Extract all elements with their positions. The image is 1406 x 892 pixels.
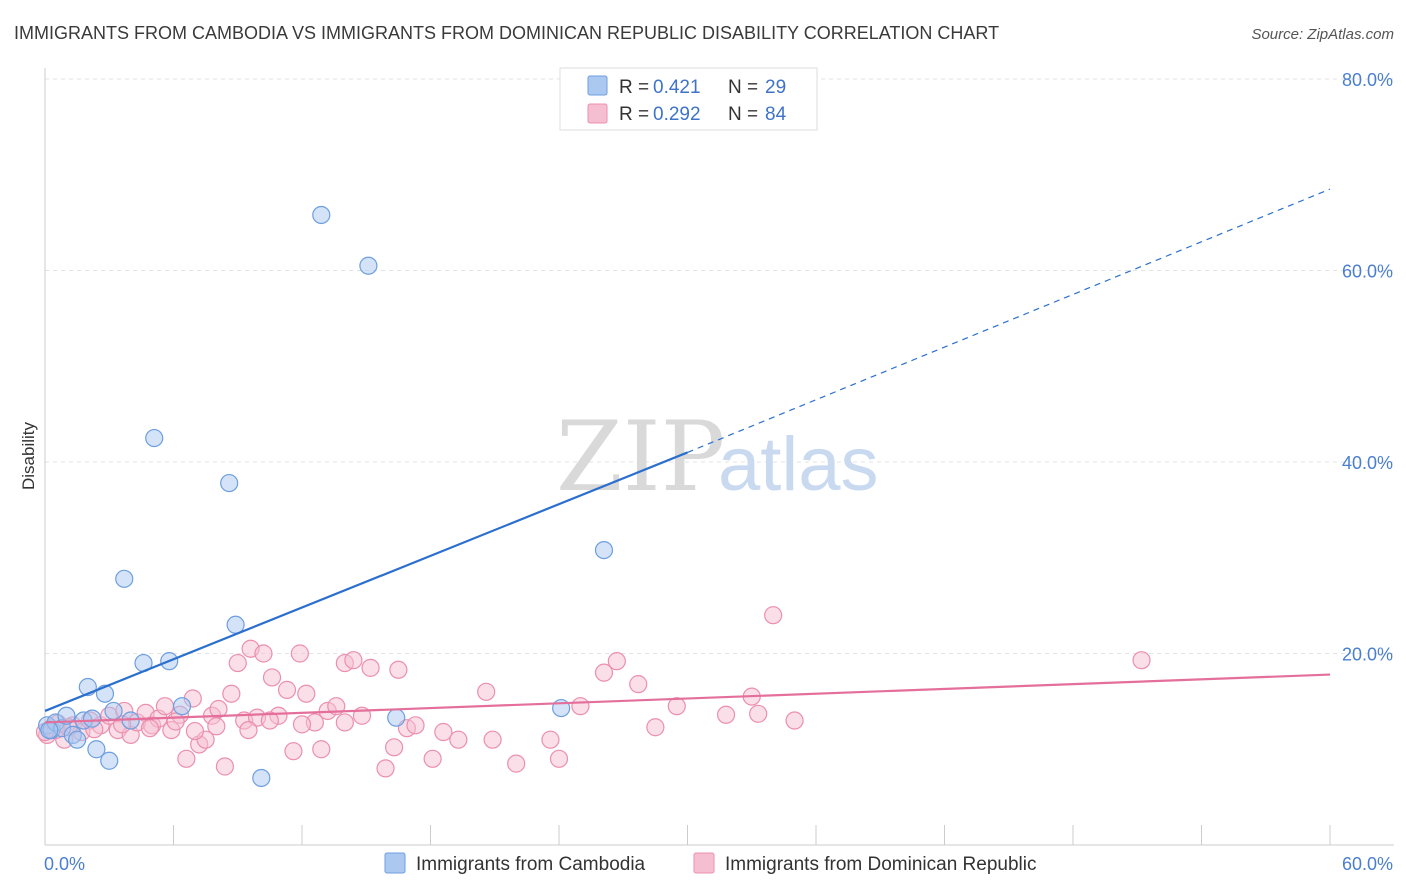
bottom-legend: Immigrants from Cambodia Immigrants from… (384, 852, 1037, 875)
y-tick-label: 20.0% (1342, 645, 1393, 665)
data-point-blue (312, 205, 331, 225)
watermark: ZIP atlas (556, 401, 879, 513)
data-point-pink (549, 749, 569, 768)
data-point-pink (290, 644, 309, 663)
data-point-pink (749, 704, 768, 723)
data-point-pink (507, 754, 526, 773)
legend: R = 0.421 N = 29 R = 0.292 N = 84 (559, 67, 818, 131)
legend-r-value: 0.421 (653, 77, 701, 98)
chart-title: IMMIGRANTS FROM CAMBODIA VS IMMIGRANTS F… (14, 23, 999, 43)
data-point-blue (100, 751, 119, 770)
data-point-pink (594, 663, 614, 682)
data-point-blue (359, 256, 378, 275)
data-point-blue (57, 706, 76, 725)
trend-lines (44, 188, 1331, 724)
bottom-legend-label-dominican: Immigrants from Dominican Republic (725, 854, 1037, 875)
data-point-pink (607, 652, 626, 671)
data-point-pink (423, 749, 442, 768)
y-tick-label: 80.0% (1342, 70, 1393, 90)
legend-swatch-pink (587, 103, 608, 124)
trend-line-blue-dashed (687, 188, 1331, 453)
data-point-pink (207, 717, 226, 736)
bottom-legend-label-cambodia: Immigrants from Cambodia (416, 854, 646, 875)
data-point-blue (172, 697, 192, 716)
data-point-pink (785, 711, 804, 730)
legend-n-value: 29 (765, 77, 786, 98)
data-point-pink (764, 606, 783, 625)
y-tick-label: 40.0% (1342, 453, 1393, 473)
data-point-pink (140, 719, 160, 738)
data-point-pink (361, 658, 380, 677)
legend-r-label: R = (619, 77, 649, 98)
x-tick-label: 0.0% (44, 854, 85, 874)
data-point-blue (40, 720, 59, 740)
data-point-pink (312, 740, 331, 759)
tick-labels: 20.0% 40.0% 60.0% 80.0% 0.0% 60.0% (44, 70, 1393, 874)
data-point-pink (541, 730, 560, 749)
grid (45, 78, 1394, 654)
trend-line-blue (44, 451, 688, 712)
data-point-blue (83, 709, 102, 728)
data-point-pink (155, 697, 175, 716)
data-point-pink (335, 713, 354, 732)
legend-n-label: N = (728, 77, 758, 98)
series-pink-points (35, 606, 1151, 778)
data-point-blue (387, 708, 406, 727)
legend-n-value: 84 (765, 104, 787, 125)
x-tick-label: 60.0% (1342, 854, 1393, 874)
bottom-legend-swatch-pink (693, 852, 715, 874)
data-point-pink (434, 722, 453, 742)
data-point-blue (252, 768, 271, 788)
data-point-blue (145, 428, 164, 448)
data-point-blue (104, 701, 123, 721)
legend-swatch-blue (587, 75, 608, 96)
axes (44, 68, 1394, 846)
y-tick-label: 60.0% (1342, 262, 1393, 282)
data-point-blue (115, 569, 134, 588)
data-point-pink (239, 720, 258, 740)
data-point-pink (449, 730, 468, 749)
y-axis-label: Disability (19, 421, 38, 490)
legend-n-label: N = (728, 104, 758, 125)
data-point-blue (68, 730, 87, 749)
trend-line-pink (44, 673, 1331, 724)
bottom-legend-swatch-blue (384, 852, 406, 874)
data-point-pink (716, 705, 736, 724)
data-point-blue (594, 540, 614, 560)
data-point-pink (389, 660, 408, 679)
data-point-pink (185, 721, 205, 741)
data-point-pink (215, 757, 234, 776)
data-point-pink (384, 738, 404, 757)
data-point-pink (292, 715, 312, 734)
watermark-atlas: atlas (718, 422, 879, 507)
data-point-pink (477, 682, 496, 701)
data-point-pink (222, 684, 241, 703)
data-point-pink (262, 668, 282, 687)
data-point-pink (297, 684, 316, 703)
data-point-pink (254, 644, 273, 663)
data-point-pink (260, 711, 279, 730)
data-point-pink (646, 718, 665, 737)
data-point-pink (629, 675, 648, 694)
data-point-pink (571, 697, 590, 716)
legend-r-label: R = (619, 104, 649, 125)
data-point-pink (228, 653, 247, 673)
series-blue-points (38, 205, 614, 788)
data-point-pink (166, 712, 185, 731)
data-point-pink (344, 651, 363, 670)
data-point-blue (87, 740, 106, 759)
data-point-pink (177, 749, 196, 768)
data-point-pink (277, 680, 297, 699)
data-point-blue (220, 473, 239, 493)
legend-r-value: 0.292 (653, 104, 701, 125)
data-point-pink (667, 697, 686, 716)
chart-source: Source: ZipAtlas.com (1251, 26, 1394, 43)
data-point-pink (483, 730, 502, 749)
data-point-pink (376, 759, 395, 778)
data-point-pink (284, 742, 303, 761)
data-point-pink (1132, 651, 1151, 670)
data-point-pink (406, 716, 425, 735)
